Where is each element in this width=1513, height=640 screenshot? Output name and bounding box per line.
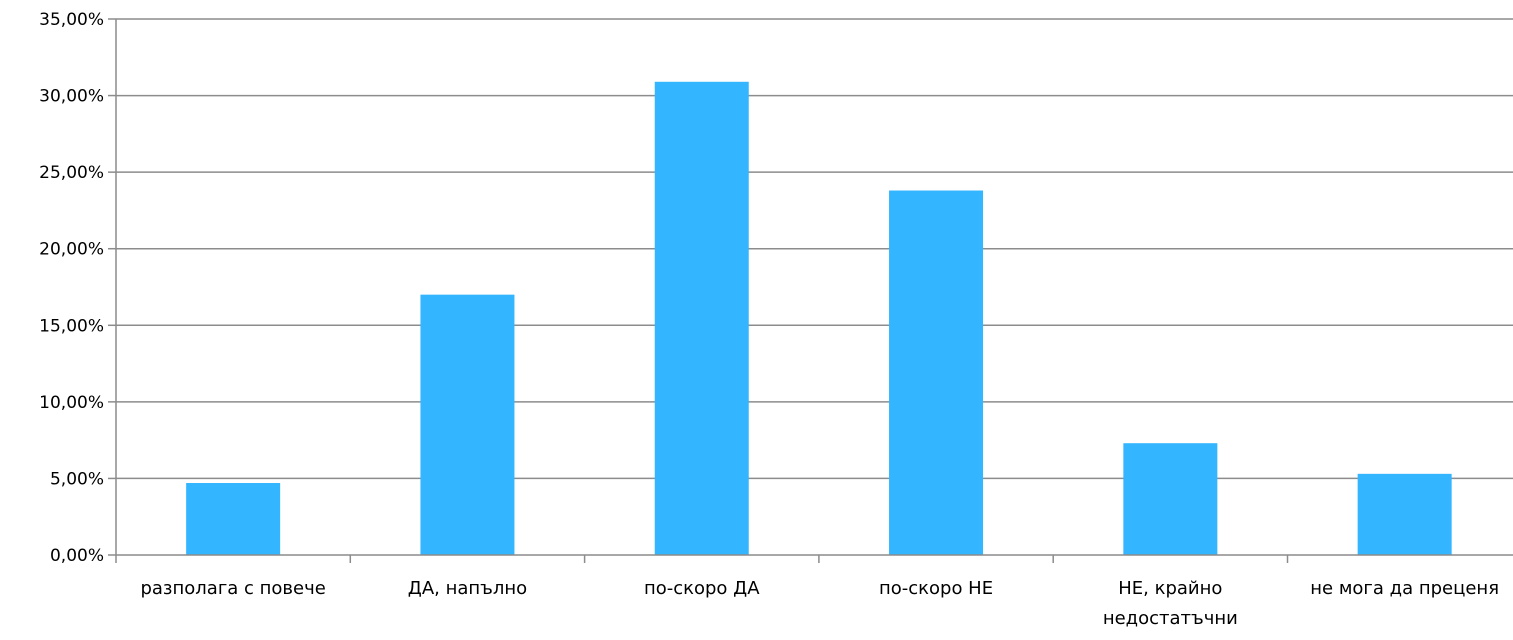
x-category-label: НЕ, крайно недостатъчни — [1103, 578, 1238, 629]
y-tick-label: 35,00% — [39, 10, 104, 30]
bar — [186, 483, 281, 555]
x-category-label: не мога да преценя — [1310, 578, 1499, 599]
bar — [1357, 473, 1452, 555]
x-category-label-line: НЕ, крайно — [1118, 578, 1222, 599]
x-category-label-line: разполага с повече — [140, 578, 325, 599]
bar-layer — [186, 81, 1452, 555]
y-tick-label: 0,00% — [50, 546, 104, 566]
bar — [1123, 443, 1218, 555]
label-layer: 0,00% 5,00% 10,00% 15,00% 20,00% 25,00% 30,00%… — [39, 10, 1499, 629]
bar — [889, 190, 984, 555]
y-tick-label: 20,00% — [39, 240, 104, 260]
x-category-label: ДА, напълно — [408, 578, 527, 599]
x-category-label-line: ДА, напълно — [408, 578, 527, 599]
x-category-label-line: по-скоро НЕ — [879, 578, 993, 599]
y-tick-label: 30,00% — [39, 87, 104, 107]
axis-layer — [108, 18, 1513, 563]
bar — [420, 294, 515, 555]
x-category-label-line: недостатъчни — [1103, 608, 1238, 629]
x-category-label: по-скоро ДА — [644, 578, 760, 599]
x-category-label-line: по-скоро ДА — [644, 578, 760, 599]
grid-layer — [116, 18, 1513, 480]
x-category-label-line: не мога да преценя — [1310, 578, 1499, 599]
bar — [654, 81, 749, 555]
x-category-label: разполага с повече — [140, 578, 325, 599]
y-tick-label: 5,00% — [50, 469, 104, 489]
x-category-label: по-скоро НЕ — [879, 578, 993, 599]
y-tick-label: 15,00% — [39, 316, 104, 336]
y-tick-label: 10,00% — [39, 393, 104, 413]
y-tick-label: 25,00% — [39, 163, 104, 183]
